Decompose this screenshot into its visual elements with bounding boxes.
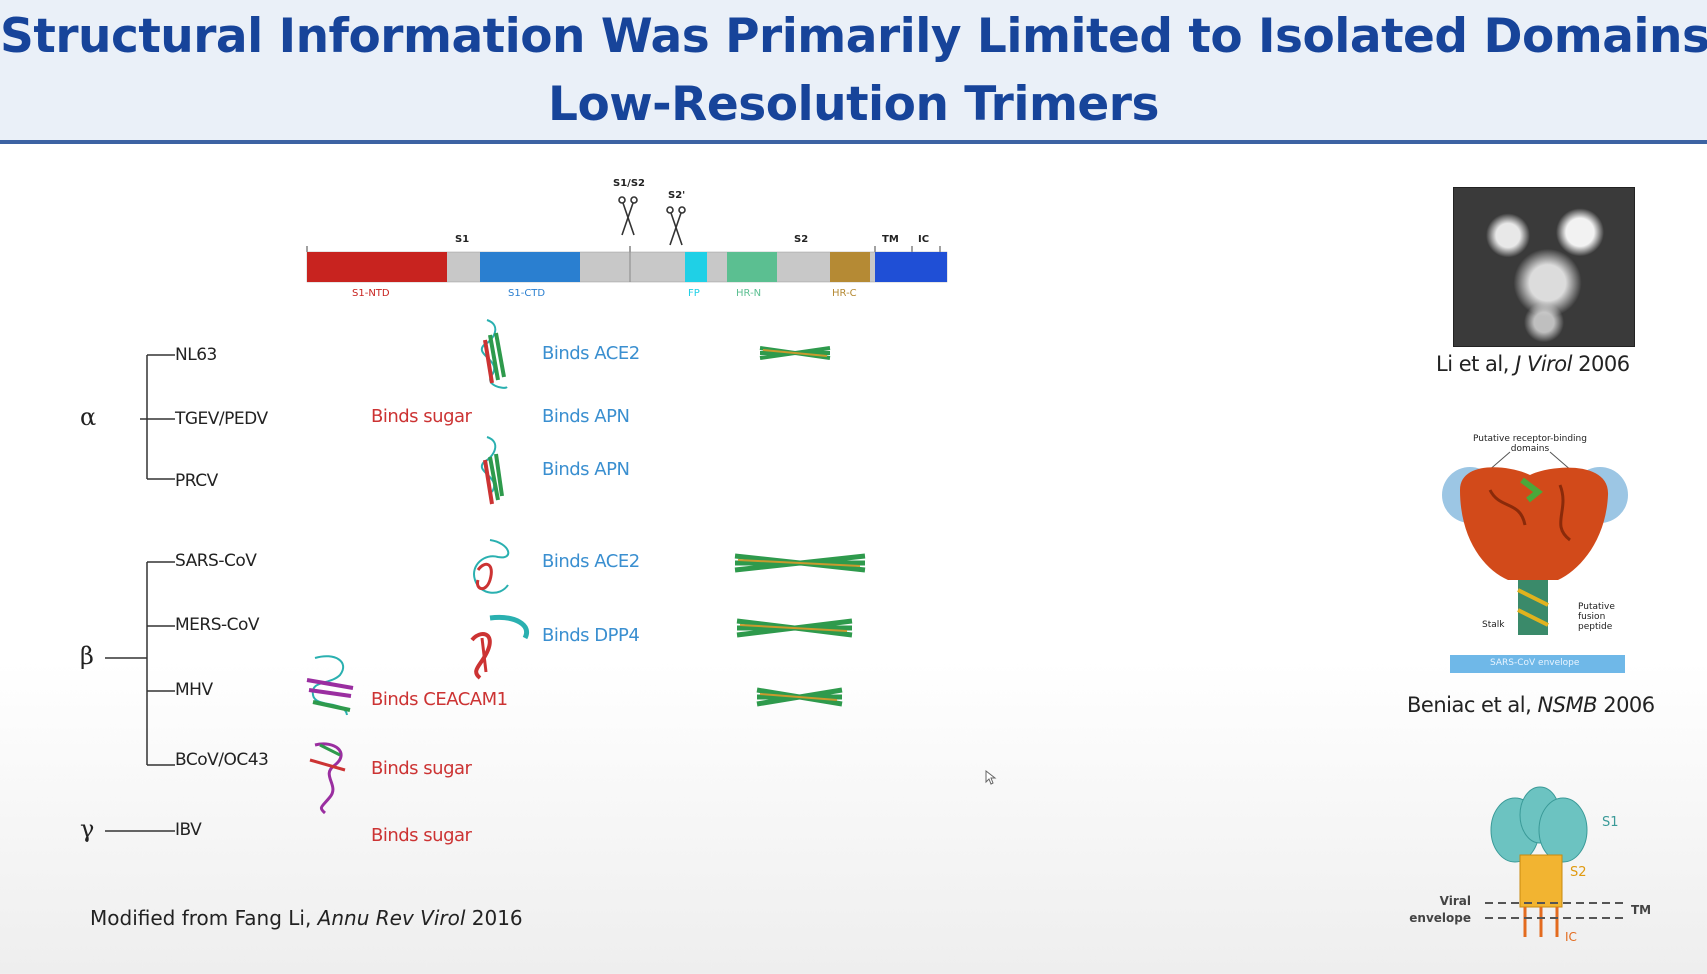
- scissors-icon-s1s2: [618, 196, 638, 236]
- title-band: Structural Information Was Primarily Lim…: [0, 0, 1707, 144]
- source-journal: Annu Rev Virol: [317, 906, 466, 930]
- segment-label-s1-ntd: S1-NTD: [352, 288, 390, 299]
- virus-bcov-oc43: BCoV/OC43: [175, 750, 269, 770]
- ntd-label-tgev-pedv: Binds sugar: [371, 406, 472, 427]
- source-citation: Modified from Fang Li, Annu Rev Virol 20…: [90, 906, 523, 930]
- segment-label-s1-ctd: S1-CTD: [508, 288, 546, 299]
- virus-tgev-pedv: TGEV/PEDV: [175, 409, 268, 429]
- fusion-annotation: Putative fusion peptide: [1578, 602, 1615, 632]
- ntd-structure-bcov: [309, 742, 346, 815]
- virus-mhv: MHV: [175, 680, 213, 700]
- trimer-model-figure: Putative receptor-binding domains Stalk …: [1430, 430, 1650, 680]
- hr-bundle-mhv: [756, 687, 843, 707]
- schematic-s2-label: S2: [1570, 865, 1587, 880]
- ctd-label-prcv: Binds APN: [542, 459, 630, 480]
- ic-label: IC: [918, 234, 930, 245]
- ntd-label-ibv: Binds sugar: [371, 825, 472, 846]
- hr-bundle-nl63: [759, 346, 831, 360]
- source-year: 2016: [465, 906, 523, 930]
- segment-label-hr-c: HR-C: [832, 288, 857, 299]
- scissors-icon-s2prime: [666, 206, 686, 246]
- virus-prcv: PRCV: [175, 471, 218, 491]
- domain-bar-svg: [306, 196, 948, 283]
- schematic-envelope-label: Viral envelope: [1409, 894, 1471, 925]
- trimer-model-svg: [1442, 451, 1628, 673]
- ctd-label-nl63: Binds ACE2: [542, 343, 640, 364]
- ctd-label-tgev-pedv: Binds APN: [542, 406, 630, 427]
- model-caption-journal: NSMB: [1537, 693, 1598, 717]
- model-caption-year: 2006: [1597, 693, 1655, 717]
- ctd-structure-prcv: [480, 436, 504, 505]
- mouse-cursor-icon: [985, 770, 997, 785]
- hr-bundle-sars-cov: [734, 553, 866, 573]
- ctd-structure-mers-cov: [470, 614, 530, 680]
- model-caption: Beniac et al, NSMB 2006: [1407, 693, 1655, 717]
- genus-beta: β: [80, 642, 94, 670]
- membrane-annotation: SARS-CoV envelope: [1490, 658, 1580, 668]
- domain-bar: S1/S2 S2' S1 S2 TM IC S1-NTD S1-CTD FP H…: [300, 170, 950, 305]
- rbd-annotation: Putative receptor-binding domains: [1473, 434, 1587, 454]
- em-caption-prefix: Li et al,: [1436, 352, 1516, 376]
- tm-label: TM: [882, 234, 899, 245]
- em-caption: Li et al, J Virol 2006: [1436, 352, 1630, 376]
- ntd-structure-mhv: [306, 655, 354, 716]
- ntd-label-bcov-oc43: Binds sugar: [371, 758, 472, 779]
- virus-ibv: IBV: [175, 820, 202, 840]
- ctd-structure-sars-cov: [473, 539, 510, 594]
- spike-schematic: S1 S2 Viral envelope TM IC: [1395, 775, 1675, 955]
- schematic-tm-label: TM: [1631, 903, 1652, 917]
- segment-label-hr-n: HR-N: [736, 288, 762, 299]
- virus-sars-cov: SARS-CoV: [175, 551, 257, 571]
- ntd-label-mhv: Binds CEACAM1: [371, 689, 508, 710]
- schematic-ic-label: IC: [1565, 930, 1577, 944]
- s2prime-site-label: S2': [668, 190, 686, 201]
- spike-schematic-svg: [1485, 786, 1625, 937]
- source-prefix: Modified from Fang Li,: [90, 906, 318, 930]
- hr-bundle-mers-cov: [736, 618, 853, 638]
- ctd-label-sars-cov: Binds ACE2: [542, 551, 640, 572]
- em-caption-journal: J Virol: [1515, 352, 1572, 376]
- genus-gamma: γ: [80, 815, 95, 843]
- virus-nl63: NL63: [175, 345, 217, 365]
- s1s2-site-label: S1/S2: [613, 178, 645, 189]
- genus-alpha: α: [80, 403, 97, 431]
- slide-title-line1: Structural Information Was Primarily Lim…: [0, 9, 1707, 64]
- s2-label: S2: [794, 234, 809, 245]
- phylo-tree-lines: [105, 354, 175, 832]
- stalk-annotation: Stalk: [1482, 620, 1505, 630]
- em-caption-year: 2006: [1571, 352, 1630, 376]
- em-density-image: [1453, 187, 1635, 347]
- model-caption-prefix: Beniac et al,: [1407, 693, 1538, 717]
- virus-mers-cov: MERS-CoV: [175, 615, 260, 635]
- segment-label-fp: FP: [688, 288, 700, 299]
- slide-title-line2: Low-Resolution Trimers: [548, 77, 1159, 132]
- s1-label: S1: [455, 234, 470, 245]
- ctd-structure-nl63: [480, 319, 508, 389]
- ctd-label-mers-cov: Binds DPP4: [542, 625, 640, 646]
- schematic-s1-label: S1: [1602, 815, 1619, 830]
